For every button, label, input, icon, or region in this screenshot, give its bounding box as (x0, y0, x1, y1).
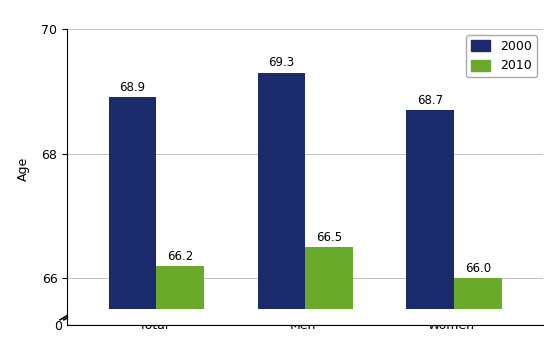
Text: 68.9: 68.9 (120, 81, 146, 94)
Legend: 2000, 2010: 2000, 2010 (466, 35, 537, 77)
Bar (258, 73, 305, 361)
Text: 66.5: 66.5 (316, 231, 342, 244)
Text: 69.3: 69.3 (268, 56, 295, 69)
Bar (109, 97, 156, 361)
Bar (305, 247, 353, 361)
Text: 68.7: 68.7 (417, 94, 443, 107)
Y-axis label: Age: Age (17, 157, 30, 181)
Bar (407, 110, 454, 361)
Bar (156, 266, 204, 361)
Text: 66.0: 66.0 (465, 262, 491, 275)
Text: 66.2: 66.2 (167, 249, 193, 262)
Bar (454, 278, 502, 361)
